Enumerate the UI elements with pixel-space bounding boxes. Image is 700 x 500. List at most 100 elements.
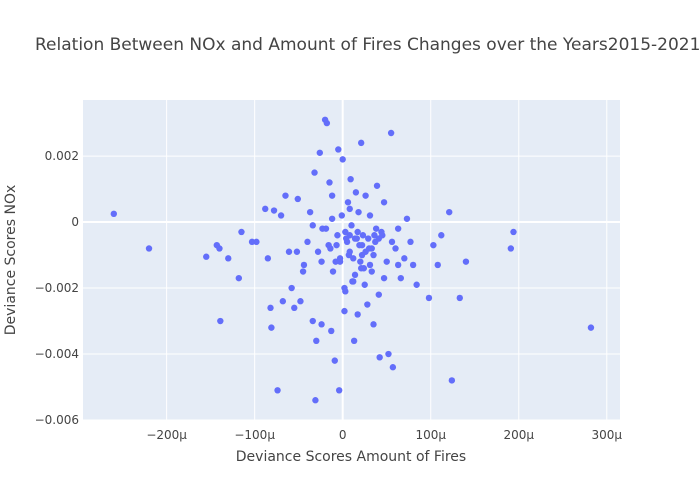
data-point [216, 245, 223, 252]
data-point [312, 397, 319, 404]
data-point [341, 284, 348, 292]
data-point [357, 258, 364, 265]
data-point [394, 261, 402, 269]
data-point [318, 258, 325, 265]
data-point [392, 245, 399, 252]
x-tick-label: 100μ [415, 428, 446, 442]
data-point [389, 364, 397, 371]
y-axis-title: Deviance Scores NOx [3, 185, 19, 336]
data-point [329, 268, 337, 275]
y-tick-label: 0 [71, 215, 79, 229]
data-point [388, 238, 396, 246]
data-point [285, 248, 293, 255]
data-point [366, 212, 374, 219]
data-point [327, 245, 334, 252]
data-point [323, 119, 331, 127]
data-point [456, 294, 463, 302]
data-point [407, 238, 414, 246]
data-point [380, 274, 388, 282]
data-point [328, 327, 335, 335]
data-point [507, 245, 515, 252]
data-point [430, 241, 437, 249]
data-point [336, 255, 344, 262]
data-point [344, 199, 352, 206]
data-point [446, 208, 453, 216]
grid-layer [83, 100, 620, 421]
data-point [238, 228, 245, 236]
data-point [346, 205, 353, 213]
data-point [353, 235, 360, 242]
data-point [409, 261, 417, 269]
x-tick-label: −200μ [146, 428, 187, 442]
data-point [300, 261, 308, 269]
data-point [328, 215, 336, 222]
data-point [225, 255, 232, 262]
data-point [354, 311, 361, 318]
data-point [264, 255, 272, 262]
data-point [293, 248, 301, 255]
data-point [354, 228, 361, 236]
data-point [368, 245, 375, 252]
data-point [350, 255, 357, 262]
data-point [294, 195, 301, 203]
data-point [371, 232, 378, 239]
data-point [306, 208, 314, 216]
x-tick-label: 200μ [503, 428, 534, 442]
data-point [277, 212, 285, 219]
x-tick-label: 300μ [592, 428, 623, 442]
data-point [279, 298, 287, 305]
data-point [331, 357, 338, 364]
data-point [361, 281, 368, 288]
data-point [372, 225, 380, 232]
data-point [434, 261, 441, 269]
data-point [376, 354, 383, 361]
data-point [262, 205, 269, 213]
data-point [403, 215, 411, 222]
data-point [253, 238, 260, 246]
data-point [316, 149, 324, 156]
data-point [268, 324, 275, 331]
data-point [110, 210, 118, 218]
data-point [355, 208, 362, 216]
x-tick-labels: −200μ −100μ 0 100μ 200μ 300μ [146, 428, 622, 442]
data-point [448, 377, 456, 384]
chart-title: Relation Between NOx and Amount of Fires… [35, 35, 700, 55]
data-point [373, 182, 381, 189]
x-tick-label: 0 [339, 428, 347, 442]
data-point [387, 129, 395, 137]
data-point [362, 248, 369, 255]
y-tick-label: −0.004 [35, 347, 79, 361]
data-point [332, 258, 339, 265]
y-tick-label: −0.006 [35, 413, 79, 427]
data-point [366, 261, 374, 269]
data-point [375, 291, 382, 298]
data-point [343, 238, 351, 246]
data-point [248, 238, 256, 246]
data-point [370, 321, 377, 328]
data-point [291, 304, 298, 312]
data-point [385, 350, 392, 358]
data-point [314, 248, 322, 255]
data-point [352, 189, 360, 196]
data-point [309, 222, 316, 229]
data-point [270, 207, 278, 214]
data-point [587, 324, 595, 331]
data-point [360, 265, 368, 272]
data-point [334, 232, 341, 239]
data-point [462, 258, 470, 265]
data-point [304, 238, 311, 246]
data-point [235, 274, 243, 282]
data-point [267, 304, 274, 312]
data-point [335, 146, 342, 153]
data-point [347, 175, 354, 183]
data-point [328, 192, 336, 199]
data-point [401, 255, 408, 262]
data-point [274, 387, 281, 394]
x-tick-label: −100μ [234, 428, 275, 442]
y-tick-labels: −0.006 −0.004 −0.002 0 0.002 [35, 149, 79, 427]
data-point [368, 268, 375, 275]
data-point [341, 307, 348, 315]
data-point [318, 321, 325, 328]
